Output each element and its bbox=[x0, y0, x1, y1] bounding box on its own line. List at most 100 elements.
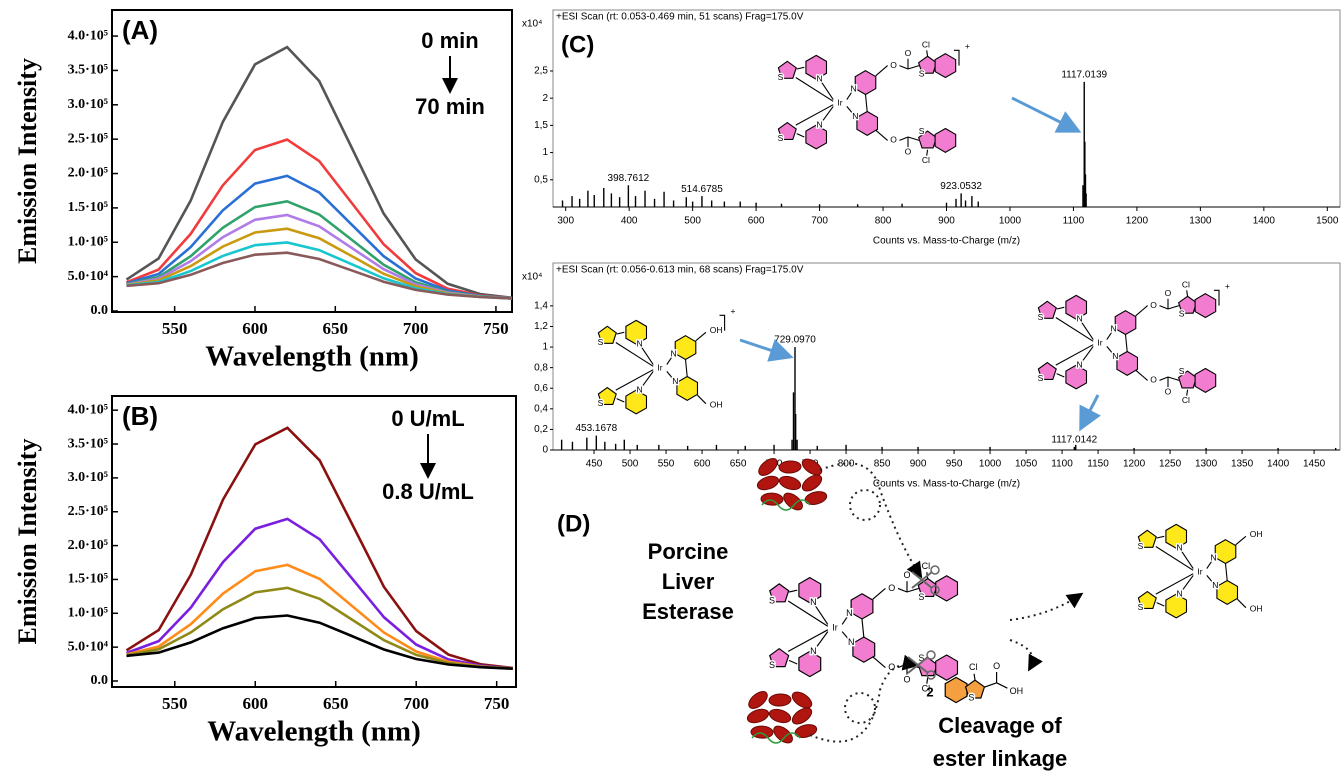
atom-label: N bbox=[848, 637, 855, 647]
bond bbox=[1187, 290, 1188, 296]
plot-frame bbox=[112, 10, 512, 312]
atom-label: S bbox=[968, 692, 974, 702]
bond bbox=[1057, 374, 1065, 377]
bond bbox=[900, 66, 909, 69]
bond bbox=[862, 619, 864, 637]
atom-label: S bbox=[598, 337, 604, 347]
molecule: SNSNNNIrOOClSOOClS+ bbox=[1038, 279, 1230, 405]
x-tick-label: 500 bbox=[684, 216, 701, 227]
x-tick-label: 700 bbox=[403, 319, 429, 338]
charge: + bbox=[965, 41, 970, 51]
atom-label: N bbox=[1077, 313, 1083, 323]
y-tick-label: 0 bbox=[542, 445, 548, 456]
enzyme-helix bbox=[790, 705, 815, 727]
peak-label: 398.7612 bbox=[608, 173, 650, 184]
plot-frame bbox=[553, 10, 1340, 207]
ring bbox=[851, 594, 873, 619]
atom-label: OH bbox=[1010, 686, 1024, 696]
atom-label: N bbox=[637, 338, 643, 348]
atom-label: Ir bbox=[1197, 566, 1202, 576]
x-tick-label: 1500 bbox=[1316, 216, 1339, 227]
ring bbox=[935, 54, 956, 78]
x-tick-label: 600 bbox=[694, 459, 711, 470]
bond bbox=[898, 588, 907, 592]
bond bbox=[907, 588, 919, 592]
x-tick-label: 900 bbox=[910, 459, 927, 470]
bond bbox=[900, 137, 909, 140]
process-label: ester linkage bbox=[933, 746, 1068, 771]
bond bbox=[898, 664, 907, 668]
ring bbox=[945, 677, 967, 702]
y-tick-label: 1,5 bbox=[534, 120, 548, 131]
peak-label: 729.0970 bbox=[774, 335, 816, 346]
atom-label: OH bbox=[710, 400, 723, 410]
bond bbox=[974, 674, 975, 680]
atom-label: N bbox=[672, 376, 678, 386]
ring bbox=[853, 637, 875, 662]
atom-label: Ir bbox=[832, 622, 838, 632]
bond bbox=[1157, 536, 1165, 538]
atom-label: N bbox=[1177, 542, 1183, 552]
atom-label: S bbox=[1138, 602, 1144, 612]
bond bbox=[997, 683, 1008, 688]
bond bbox=[1168, 377, 1179, 380]
x-tick-label: 1050 bbox=[1015, 459, 1038, 470]
atom-label: S bbox=[919, 126, 925, 136]
bond bbox=[1136, 306, 1148, 316]
y-tick-label: 0,6 bbox=[534, 383, 548, 394]
annotation: 0 U/mL bbox=[391, 406, 464, 431]
bond bbox=[617, 332, 625, 334]
x-tick-label: 1350 bbox=[1231, 459, 1254, 470]
enzyme-name: Esterase bbox=[642, 599, 734, 624]
dotted-arrow bbox=[1010, 640, 1033, 668]
bond bbox=[1160, 377, 1169, 380]
atom-label: N bbox=[1177, 588, 1183, 598]
x-tick-label: 1100 bbox=[1063, 216, 1085, 227]
bond bbox=[1057, 307, 1065, 309]
enzyme-name: Porcine bbox=[648, 539, 729, 564]
ring bbox=[1195, 369, 1216, 393]
bond bbox=[789, 660, 797, 664]
atom-label: S bbox=[1179, 308, 1185, 318]
atom-label: S bbox=[918, 592, 924, 602]
atom-label: O bbox=[903, 570, 910, 580]
y-tick-label: 1.5·10⁵ bbox=[68, 572, 108, 587]
atom-label: N bbox=[852, 111, 858, 121]
atom-label: Cl bbox=[922, 561, 931, 571]
bond bbox=[866, 95, 868, 112]
ring bbox=[1215, 540, 1236, 564]
x-axis-title: Counts vs. Mass-to-Charge (m/z) bbox=[873, 236, 1020, 247]
atom-label: S bbox=[769, 660, 775, 670]
y-tick-label: 0,5 bbox=[534, 174, 548, 185]
enzyme-name: Liver bbox=[662, 569, 715, 594]
bond bbox=[876, 66, 888, 76]
x-tick-label: 650 bbox=[730, 459, 747, 470]
y-tick-label: 0,4 bbox=[534, 403, 548, 414]
y-tick-label: 1.0·10⁵ bbox=[68, 606, 108, 621]
y-tick-label: 5.0·10⁴ bbox=[68, 269, 109, 284]
atom-label: S bbox=[919, 68, 925, 78]
atom-label: Cl bbox=[969, 662, 978, 672]
dotted-arrow bbox=[1010, 595, 1080, 620]
atom-label: N bbox=[1211, 553, 1217, 563]
bond bbox=[1237, 599, 1246, 608]
y-tick-label: 2.0·10⁵ bbox=[68, 538, 108, 553]
scissors bbox=[927, 651, 935, 659]
x-tick-label: 1100 bbox=[1051, 459, 1073, 470]
atom-label: N bbox=[810, 646, 817, 656]
x-tick-label: 600 bbox=[748, 216, 765, 227]
bond bbox=[796, 78, 833, 102]
y-tick-label: 4.0·10⁵ bbox=[68, 402, 108, 417]
atom-label: S bbox=[769, 595, 775, 605]
atom-label: S bbox=[778, 133, 784, 143]
atom-label: Cl bbox=[922, 39, 930, 49]
atom-label: OH bbox=[1250, 529, 1263, 539]
peak-label: 514.6785 bbox=[681, 184, 723, 195]
charge: + bbox=[1225, 281, 1230, 291]
atom-label: O bbox=[905, 147, 912, 157]
x-axis-title: Wavelength (nm) bbox=[207, 716, 420, 748]
y-tick-label: 0.0 bbox=[91, 673, 109, 688]
y-axis-title: Emission Intensity bbox=[13, 439, 42, 645]
y-multiplier: x10⁴ bbox=[522, 19, 542, 30]
ring bbox=[1117, 352, 1138, 376]
